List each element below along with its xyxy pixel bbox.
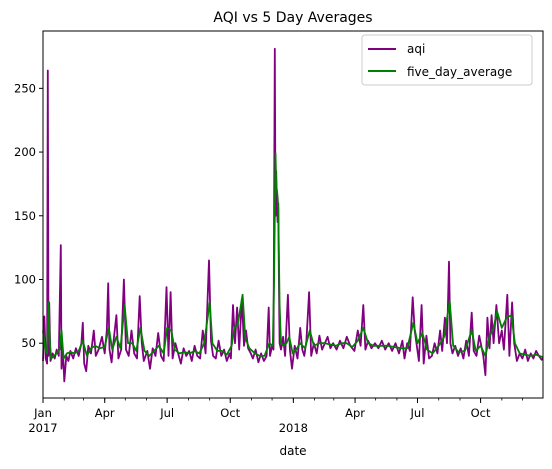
y-tick-label: 250 bbox=[14, 81, 36, 95]
y-tick-label: 50 bbox=[21, 336, 36, 350]
chart-title: AQI vs 5 Day Averages bbox=[213, 10, 372, 26]
legend: aqi five_day_average bbox=[361, 34, 533, 86]
x-tick-label: Apr bbox=[345, 406, 365, 420]
y-tick-label: 200 bbox=[14, 145, 36, 159]
x-tick-label: Apr bbox=[95, 406, 115, 420]
legend-label-aqi: aqi bbox=[407, 42, 425, 56]
series-line-five-day-average bbox=[42, 152, 544, 360]
x-tick-label: Oct bbox=[471, 406, 491, 420]
legend-box bbox=[361, 34, 533, 86]
x-tick-label: Jul bbox=[159, 406, 174, 420]
x-axis-title: date bbox=[279, 444, 306, 458]
x-tick-label: Oct bbox=[220, 406, 240, 420]
x-tick-year-label: 2017 bbox=[28, 421, 57, 435]
x-tick-label: Jul bbox=[410, 406, 425, 420]
x-tick-label: Jan bbox=[33, 406, 52, 420]
y-tick-label: 100 bbox=[14, 272, 36, 286]
plot-area bbox=[42, 47, 544, 383]
legend-label-five-day-average: five_day_average bbox=[407, 65, 512, 79]
y-tick-label: 150 bbox=[14, 209, 36, 223]
x-tick-year-label: 2018 bbox=[279, 421, 308, 435]
